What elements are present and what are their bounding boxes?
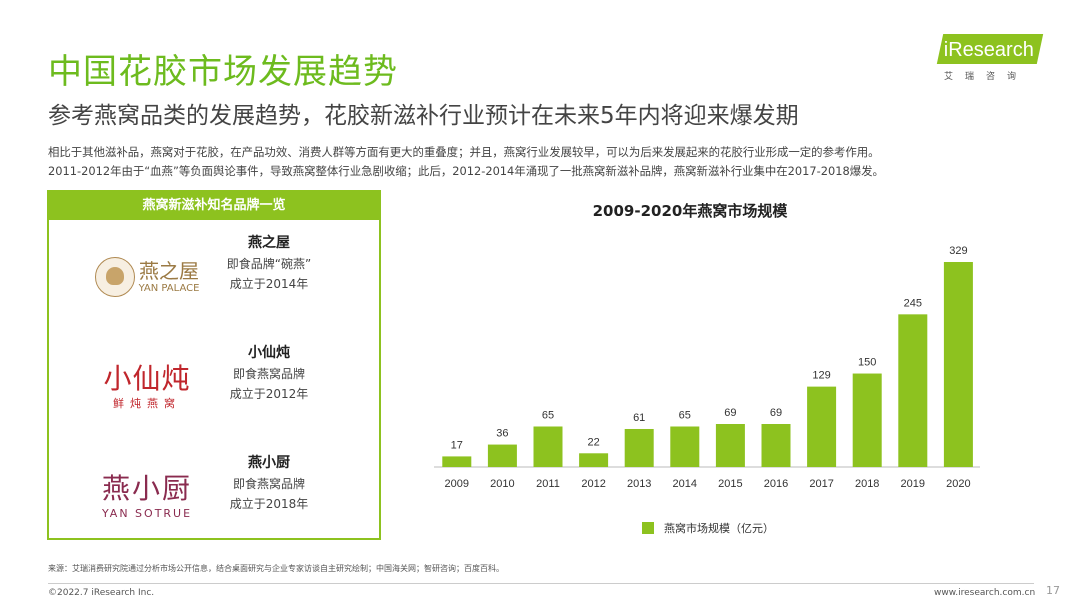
chart-title: 2009-2020年燕窝市场规模 — [592, 202, 788, 220]
tick-label-2016: 2016 — [764, 478, 788, 490]
footer-divider — [48, 583, 1034, 584]
tick-label-2019: 2019 — [901, 478, 925, 490]
data-label-2011: 65 — [542, 409, 554, 421]
tick-label-2015: 2015 — [718, 478, 742, 490]
yanzhiwu-logo: 燕之屋 YAN PALACE — [87, 232, 207, 322]
tick-label-2020: 2020 — [946, 478, 970, 490]
bar-2020 — [943, 262, 973, 467]
brand-founded: 成立于2012年 — [229, 387, 309, 401]
yanxiaochu-logo-cn: 燕小厨 — [101, 472, 192, 505]
intro-line-1: 相比于其他滋补品，燕窝对于花胶，在产品功效、消费人群等方面有更大的重叠度；并且，… — [48, 145, 880, 159]
xiaoxiandun-logo: 小仙炖 鲜炖燕窝 — [87, 342, 207, 432]
tick-label-2013: 2013 — [627, 478, 651, 490]
tick-label-2010: 2010 — [490, 478, 514, 490]
brand-row-yanzhiwu: 燕之屋 YAN PALACE 燕之屋 即食品牌“碗燕” 成立于2014年 — [49, 232, 379, 332]
yanzhiwu-logo-cn: 燕之屋 — [139, 259, 199, 283]
data-label-2010: 36 — [496, 428, 508, 440]
brand-founded: 成立于2018年 — [229, 497, 309, 511]
data-label-2015: 69 — [724, 407, 736, 419]
brand-name: 燕之屋 — [248, 235, 290, 251]
brand-name: 小仙炖 — [248, 345, 290, 361]
intro-line-2: 2011-2012年由于“血燕”等负面舆论事件，导致燕窝整体行业急剧收缩；此后，… — [48, 164, 884, 178]
yanxiaochu-info: 燕小厨 即食燕窝品牌 成立于2018年 — [209, 452, 329, 514]
page-number: 17 — [1046, 584, 1060, 597]
tick-label-2014: 2014 — [673, 478, 697, 490]
copyright: ©2022.7 iResearch Inc. — [48, 588, 155, 598]
bar-2013 — [624, 428, 654, 467]
brand-row-xiaoxiandun: 小仙炖 鲜炖燕窝 小仙炖 即食燕窝品牌 成立于2012年 — [49, 342, 379, 442]
page-subtitle: 参考燕窝品类的发展趋势，花胶新滋补行业预计在未来5年内将迎来爆发期 — [48, 103, 799, 129]
tick-label-2009: 2009 — [445, 478, 469, 490]
brand-name: 燕小厨 — [248, 455, 290, 471]
legend-label: 燕窝市场规模（亿元） — [664, 521, 774, 535]
brand-panel: 燕窝新滋补知名品牌一览 燕之屋 YAN PALACE 燕之屋 即食品牌“碗燕” … — [47, 190, 381, 540]
swallow-seal-icon — [94, 257, 135, 297]
data-label-2012: 22 — [587, 436, 599, 448]
tick-label-2018: 2018 — [855, 478, 879, 490]
yanxiaochu-logo: 燕小厨 YAN SOTRUE — [87, 452, 207, 542]
data-label-2013: 61 — [633, 412, 645, 424]
brand-panel-title: 燕窝新滋补知名品牌一览 — [49, 192, 379, 220]
page-title: 中国花胶市场发展趋势 — [48, 52, 398, 92]
data-label-2009: 17 — [451, 439, 463, 451]
brand-founded: 成立于2014年 — [229, 277, 309, 291]
intro-text: 相比于其他滋补品，燕窝对于花胶，在产品功效、消费人群等方面有更大的重叠度；并且，… — [48, 143, 1048, 181]
yanzhiwu-info: 燕之屋 即食品牌“碗燕” 成立于2014年 — [209, 232, 329, 294]
tick-label-2012: 2012 — [581, 478, 605, 490]
xiaoxiandun-logo-sub: 鲜炖燕窝 — [113, 397, 181, 410]
data-label-2014: 65 — [679, 409, 691, 421]
bar-chart: 17 2009 36 2010 65 2011 22 2012 61 2013 65 2014 69 20… — [434, 245, 980, 535]
bar-2010 — [487, 444, 517, 467]
brand-desc: 即食燕窝品牌 — [232, 477, 305, 491]
bar-2017 — [807, 386, 837, 467]
bar-2019 — [898, 314, 928, 467]
data-label-2020: 329 — [949, 245, 967, 257]
xiaoxiandun-logo-cn: 小仙炖 — [103, 362, 191, 395]
bar-2012 — [579, 453, 609, 467]
bar-2018 — [852, 373, 882, 467]
bar-2015 — [715, 424, 745, 467]
bar-2014 — [670, 426, 700, 467]
iresearch-logo-cn: 艾瑞咨询 — [944, 72, 1029, 82]
data-label-2017: 129 — [812, 370, 830, 382]
iresearch-logo: iResearch 艾瑞咨询 — [936, 34, 1044, 84]
brand-desc: 即食品牌“碗燕” — [226, 257, 312, 271]
brand-desc: 即食燕窝品牌 — [232, 367, 305, 381]
tick-label-2011: 2011 — [536, 478, 560, 490]
data-label-2019: 245 — [904, 297, 922, 309]
brand-row-yanxiaochu: 燕小厨 YAN SOTRUE 燕小厨 即食燕窝品牌 成立于2018年 — [49, 452, 379, 552]
yanzhiwu-logo-en: YAN PALACE — [138, 283, 200, 294]
iresearch-logo-word: iResearch — [936, 34, 1044, 64]
bar-2016 — [761, 424, 791, 467]
bar-2011 — [533, 426, 563, 467]
bar-2009 — [442, 456, 472, 467]
data-label-2016: 69 — [770, 407, 782, 419]
data-label-2018: 150 — [858, 357, 876, 369]
website: www.iresearch.com.cn — [934, 588, 1036, 598]
legend-swatch — [642, 522, 654, 534]
tick-label-2017: 2017 — [809, 478, 833, 490]
source-note: 来源：艾瑞消费研究院通过分析市场公开信息，结合桌面研究与企业专家访谈自主研究绘制… — [48, 564, 504, 573]
yanxiaochu-logo-en: YAN SOTRUE — [101, 507, 193, 520]
xiaoxiandun-info: 小仙炖 即食燕窝品牌 成立于2012年 — [209, 342, 329, 404]
